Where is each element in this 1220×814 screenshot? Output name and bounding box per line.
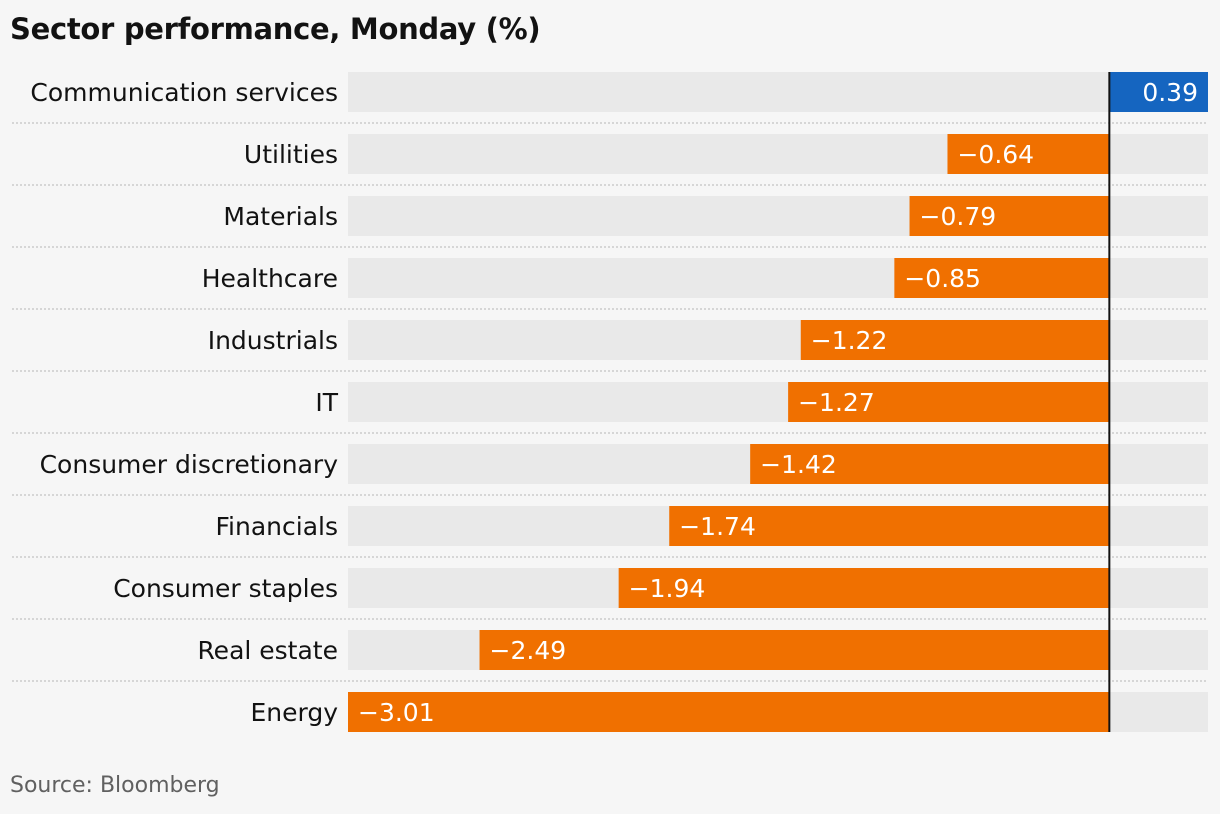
- bar: [800, 320, 1110, 360]
- bar: [947, 134, 1110, 174]
- category-label: Consumer staples: [113, 574, 338, 603]
- value-label: −0.79: [920, 202, 997, 231]
- source-note: Source: Bloomberg: [10, 773, 220, 798]
- bar-track: [348, 72, 1208, 112]
- chart-title: Sector performance, Monday (%): [10, 12, 541, 46]
- value-label: 0.39: [1142, 78, 1198, 107]
- bar: [750, 444, 1110, 484]
- bar: [479, 630, 1110, 670]
- value-label: −1.94: [629, 574, 706, 603]
- category-label: Energy: [250, 698, 338, 727]
- category-label: Consumer discretionary: [40, 450, 339, 479]
- category-label: Financials: [216, 512, 339, 541]
- bar: [1109, 72, 1208, 112]
- value-label: −0.85: [904, 264, 981, 293]
- bar: [348, 692, 1110, 732]
- value-label: −1.22: [811, 326, 888, 355]
- category-label: Materials: [223, 202, 338, 231]
- category-label: IT: [315, 388, 338, 417]
- category-label: Communication services: [30, 78, 338, 107]
- value-label: −0.64: [957, 140, 1034, 169]
- category-label: Utilities: [244, 140, 338, 169]
- bar: [788, 382, 1110, 422]
- bar: [909, 196, 1110, 236]
- category-label: Industrials: [208, 326, 338, 355]
- bar: [669, 506, 1110, 546]
- value-label: −1.27: [798, 388, 875, 417]
- value-label: −3.01: [358, 698, 435, 727]
- bar: [894, 258, 1110, 298]
- bar: [618, 568, 1110, 608]
- category-label: Real estate: [197, 636, 338, 665]
- category-label: Healthcare: [202, 264, 338, 293]
- value-label: −1.74: [679, 512, 756, 541]
- value-label: −2.49: [490, 636, 567, 665]
- value-label: −1.42: [760, 450, 837, 479]
